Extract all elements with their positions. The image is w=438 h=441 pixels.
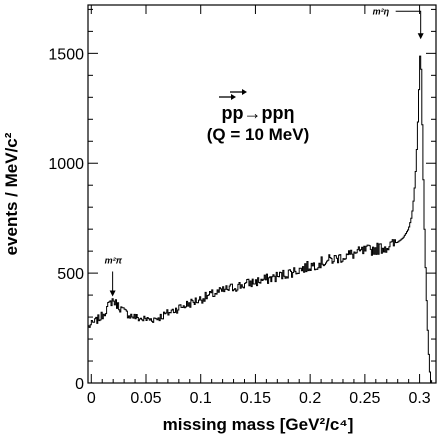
x-tick-label: 0.25 [349, 390, 380, 407]
plot-frame [87, 4, 437, 384]
x-tick-label: 0 [87, 390, 96, 407]
y-tick-label: 1500 [48, 46, 84, 63]
reaction-vector-arrowhead-2 [242, 89, 247, 95]
eta-mass-label: m²η [373, 6, 390, 16]
y-axis-title: events / MeV/c² [2, 132, 21, 255]
pion-mass-label: m²π [105, 255, 123, 265]
eta-arrowhead [417, 33, 424, 40]
axis-ticks: 0 0.05 0.1 0.15 0.2 0.25 0.3 0 500 1000 1500 [48, 5, 436, 407]
pion-arrowhead [109, 290, 116, 297]
x-axis-title: missing mass [GeV²/c⁴] [163, 415, 354, 434]
x-tick-label: 0.15 [240, 390, 271, 407]
x-tick-label: 0.1 [190, 390, 212, 407]
eta-arrow-line [395, 10, 422, 36]
y-tick-label: 500 [57, 266, 84, 283]
y-tick-label: 0 [75, 376, 84, 393]
x-tick-label: 0.05 [130, 390, 161, 407]
reaction-label: pp→ppη [222, 103, 295, 123]
annotations: m²π m²η [105, 6, 424, 297]
x-tick-label: 0.3 [408, 390, 430, 407]
histogram-series-line [88, 55, 433, 383]
x-tick-label: 0.2 [299, 390, 321, 407]
q-value-label: (Q = 10 MeV) [207, 125, 310, 144]
reaction-vector-arrowhead-1 [231, 94, 236, 100]
y-tick-label: 1000 [48, 156, 84, 173]
